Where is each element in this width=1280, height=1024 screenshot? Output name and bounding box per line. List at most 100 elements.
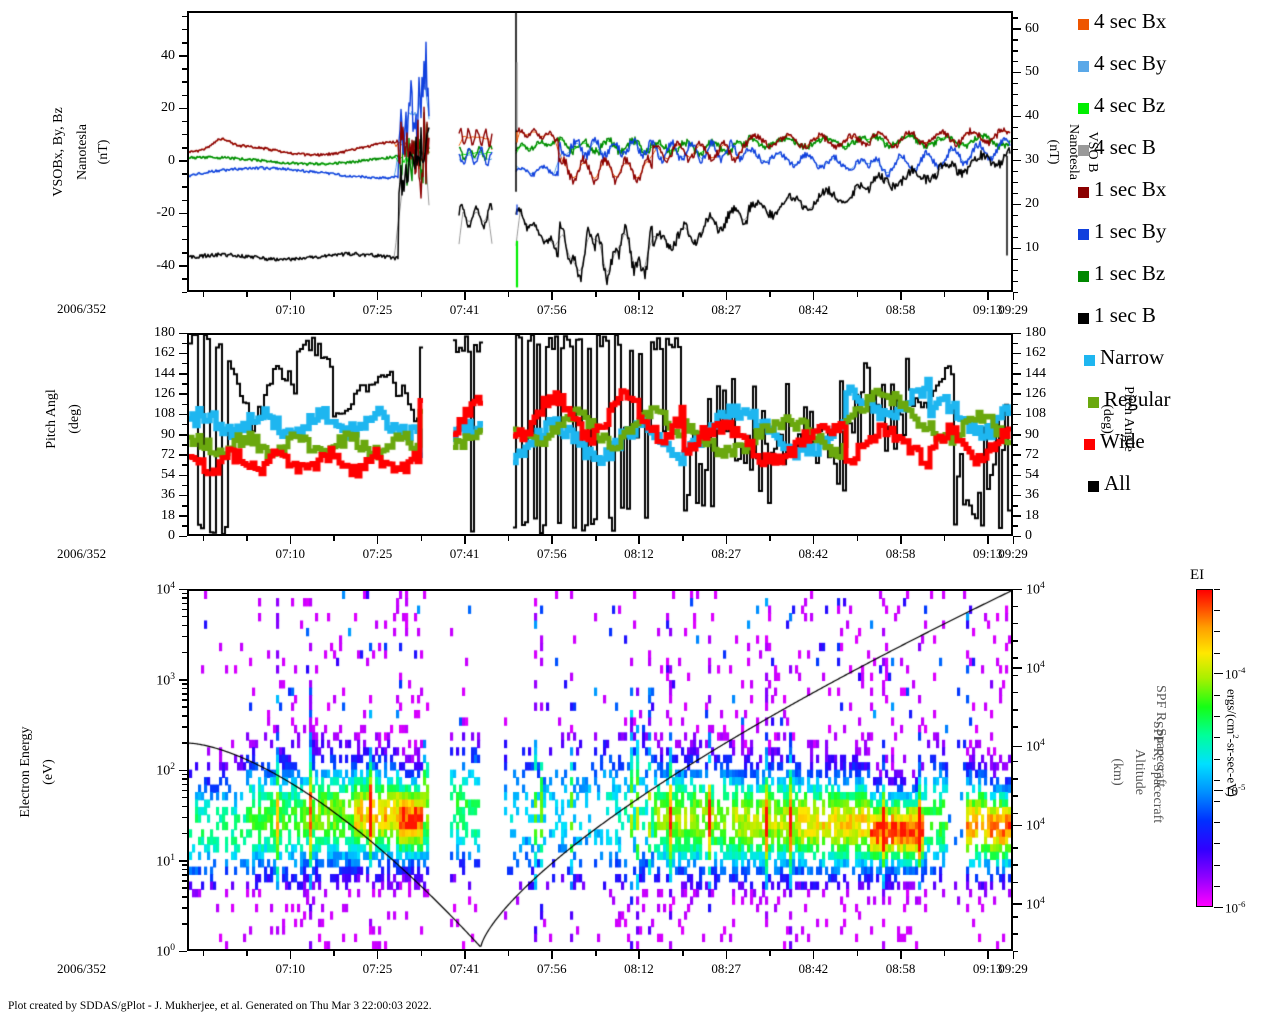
panel1-left-axis-title-line1: VSOBx, By, Bz: [51, 107, 66, 197]
axis-tick-minor: [1013, 71, 1018, 74]
time-tick-major: [289, 292, 292, 300]
legend-item[interactable]: 1 sec B: [1078, 303, 1208, 346]
axis-tick-minor: [182, 880, 187, 882]
time-tick-minor: [246, 536, 248, 541]
axis-tick-minor: [182, 923, 187, 925]
figure-footer-credit: Plot created by SDDAS/gPlot - J. Mukherj…: [8, 1000, 432, 1012]
colorbar-tick-minor: [1214, 758, 1220, 760]
colorbar-tick-major: [1214, 789, 1223, 791]
colorbar-tick-minor: [1214, 737, 1220, 739]
axis-tick-minor: [1013, 760, 1018, 763]
legend-item-label: All: [1104, 471, 1131, 495]
time-tick-label: 09:13: [972, 546, 1003, 561]
axis-tick-minor: [182, 608, 187, 611]
panel-pitch-angle: [187, 333, 1013, 536]
legend-item[interactable]: All: [1078, 471, 1208, 514]
time-tick-label: 07:56: [537, 546, 567, 561]
colorbar-units-label: ergs/(cm2-sr-sec-eV): [1224, 689, 1241, 797]
time-tick-label: 08:27: [711, 546, 742, 561]
axis-tick-minor: [1013, 505, 1018, 507]
legend-item-label: 1 sec Bx: [1094, 177, 1167, 201]
axis-tick-minor: [182, 278, 187, 280]
colorbar-tick-label: 10-6: [1225, 899, 1246, 916]
axis-tick-minor: [1013, 203, 1018, 206]
axis-tick-minor: [1013, 640, 1018, 642]
axis-tick-minor: [182, 805, 187, 807]
legend-color-swatch-icon: [1084, 355, 1095, 366]
colorbar-tick-minor: [1214, 631, 1220, 633]
time-tick-label: 09:29: [998, 961, 1028, 976]
legend-item[interactable]: 1 sec Bz: [1078, 261, 1208, 304]
legend-item[interactable]: 1 sec By: [1078, 219, 1208, 262]
legend-item[interactable]: Narrow: [1078, 345, 1208, 388]
axis-tick-minor: [182, 238, 187, 241]
axis-tick-label: 54: [161, 467, 175, 483]
axis-tick-label: 100: [156, 943, 175, 960]
time-tick-major: [725, 951, 728, 959]
time-tick-major: [289, 536, 292, 544]
colorbar-tick-minor: [1214, 801, 1220, 802]
axis-tick-label: 101: [156, 852, 175, 870]
axis-tick-minor: [182, 907, 187, 909]
axis-tick-minor: [1013, 148, 1018, 151]
legend-item[interactable]: 4 sec B: [1078, 135, 1208, 178]
axis-tick-minor: [182, 864, 187, 866]
time-tick-minor: [507, 536, 510, 541]
axis-tick-label: 108: [1025, 406, 1046, 422]
axis-tick-minor: [1013, 933, 1018, 935]
axis-tick-label: 144: [154, 365, 175, 381]
colorbar-tick-minor: [1214, 779, 1220, 781]
time-tick-minor: [769, 536, 771, 541]
axis-tick-label: 10: [1025, 240, 1039, 256]
axis-tick-minor: [1013, 950, 1018, 952]
time-tick-major: [987, 951, 989, 959]
time-tick-label: 08:58: [885, 961, 916, 976]
legend-item-label: Wide: [1100, 429, 1145, 453]
time-tick-major: [900, 292, 902, 300]
axis-tick-label: 72: [1025, 446, 1039, 462]
time-tick-minor: [595, 951, 597, 956]
axis-tick-minor: [182, 789, 187, 792]
axis-tick-minor: [182, 81, 187, 83]
legend-item[interactable]: Wide: [1078, 429, 1208, 472]
axis-tick-major: [1013, 903, 1022, 905]
legend-item[interactable]: 4 sec Bx: [1078, 9, 1208, 52]
legend-item[interactable]: 1 sec Bx: [1078, 177, 1208, 220]
time-tick-minor: [333, 951, 335, 956]
panel1-left-axis-title-line2: Nanotesla: [75, 124, 90, 180]
colorbar-tick-label: 10-4: [1225, 665, 1246, 682]
axis-tick-label: 104: [1026, 738, 1045, 756]
axis-tick-minor: [1013, 50, 1018, 52]
axis-tick-minor: [182, 525, 187, 527]
axis-tick-label: 104: [156, 581, 175, 598]
colorbar-tick-minor: [1214, 589, 1220, 590]
axis-tick-minor: [1013, 709, 1018, 711]
legend-color-swatch-icon: [1088, 397, 1099, 408]
axis-tick-minor: [182, 592, 187, 595]
axis-tick-minor: [182, 454, 187, 456]
axis-tick-minor: [182, 868, 187, 871]
axis-tick-label: 162: [1025, 345, 1046, 361]
time-tick-minor: [507, 292, 510, 297]
legend-item[interactable]: 4 sec By: [1078, 51, 1208, 94]
legend-item[interactable]: 4 sec Bz: [1078, 93, 1208, 136]
axis-tick-minor: [1013, 258, 1018, 261]
time-tick-minor: [507, 951, 510, 956]
legend-item[interactable]: Regular: [1078, 387, 1208, 430]
time-tick-minor: [202, 536, 205, 541]
axis-tick-minor: [1013, 39, 1018, 41]
time-tick-minor: [202, 951, 205, 956]
colorbar-tick-minor: [1214, 864, 1220, 866]
axis-tick-minor: [1013, 225, 1018, 228]
axis-tick-minor: [1013, 214, 1018, 217]
panel3-date-label: 2006/352: [57, 961, 107, 976]
axis-tick-label: 72: [161, 446, 175, 462]
axis-tick-label: 0: [168, 152, 175, 168]
axis-tick-minor: [1013, 847, 1018, 849]
axis-tick-minor: [182, 173, 187, 175]
time-tick-major: [376, 951, 379, 959]
spectrogram-canvas: [189, 591, 1011, 949]
axis-tick-label: 30: [1025, 152, 1039, 168]
axis-tick-minor: [182, 602, 187, 605]
